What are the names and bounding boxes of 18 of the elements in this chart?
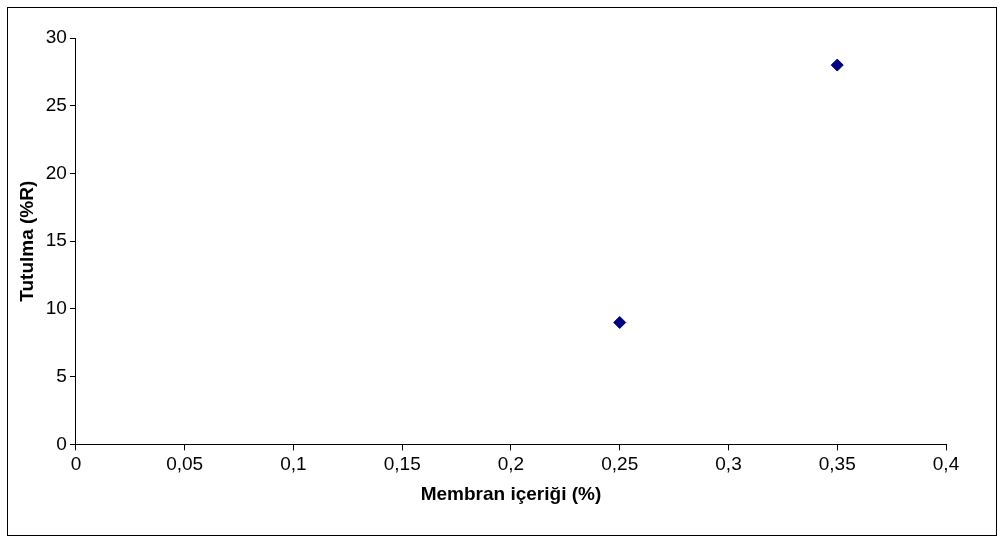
x-tick-label: 0,35 bbox=[818, 453, 856, 475]
x-tick-label: 0,4 bbox=[932, 453, 960, 475]
y-tick-label: 30 bbox=[45, 26, 67, 48]
x-tick-label: 0,15 bbox=[383, 453, 421, 475]
x-tick-label: 0,3 bbox=[715, 453, 742, 475]
y-tick-label: 5 bbox=[56, 364, 67, 386]
y-tick-label: 0 bbox=[56, 432, 67, 454]
y-tick-label: 10 bbox=[45, 297, 67, 319]
x-tick-label: 0 bbox=[70, 453, 82, 475]
x-tick-label: 0,05 bbox=[166, 453, 204, 475]
x-tick-label: 0,1 bbox=[280, 453, 307, 475]
y-tick-label: 25 bbox=[45, 93, 67, 115]
y-tick-label: 20 bbox=[45, 161, 67, 183]
x-tick-label: 0,2 bbox=[497, 453, 525, 475]
y-tick-label: 15 bbox=[45, 229, 67, 251]
y-axis-title: Tutulma (%R) bbox=[15, 180, 37, 302]
x-axis-title: Membran içeriği (%) bbox=[420, 482, 602, 504]
x-tick-label: 0,25 bbox=[601, 453, 639, 475]
